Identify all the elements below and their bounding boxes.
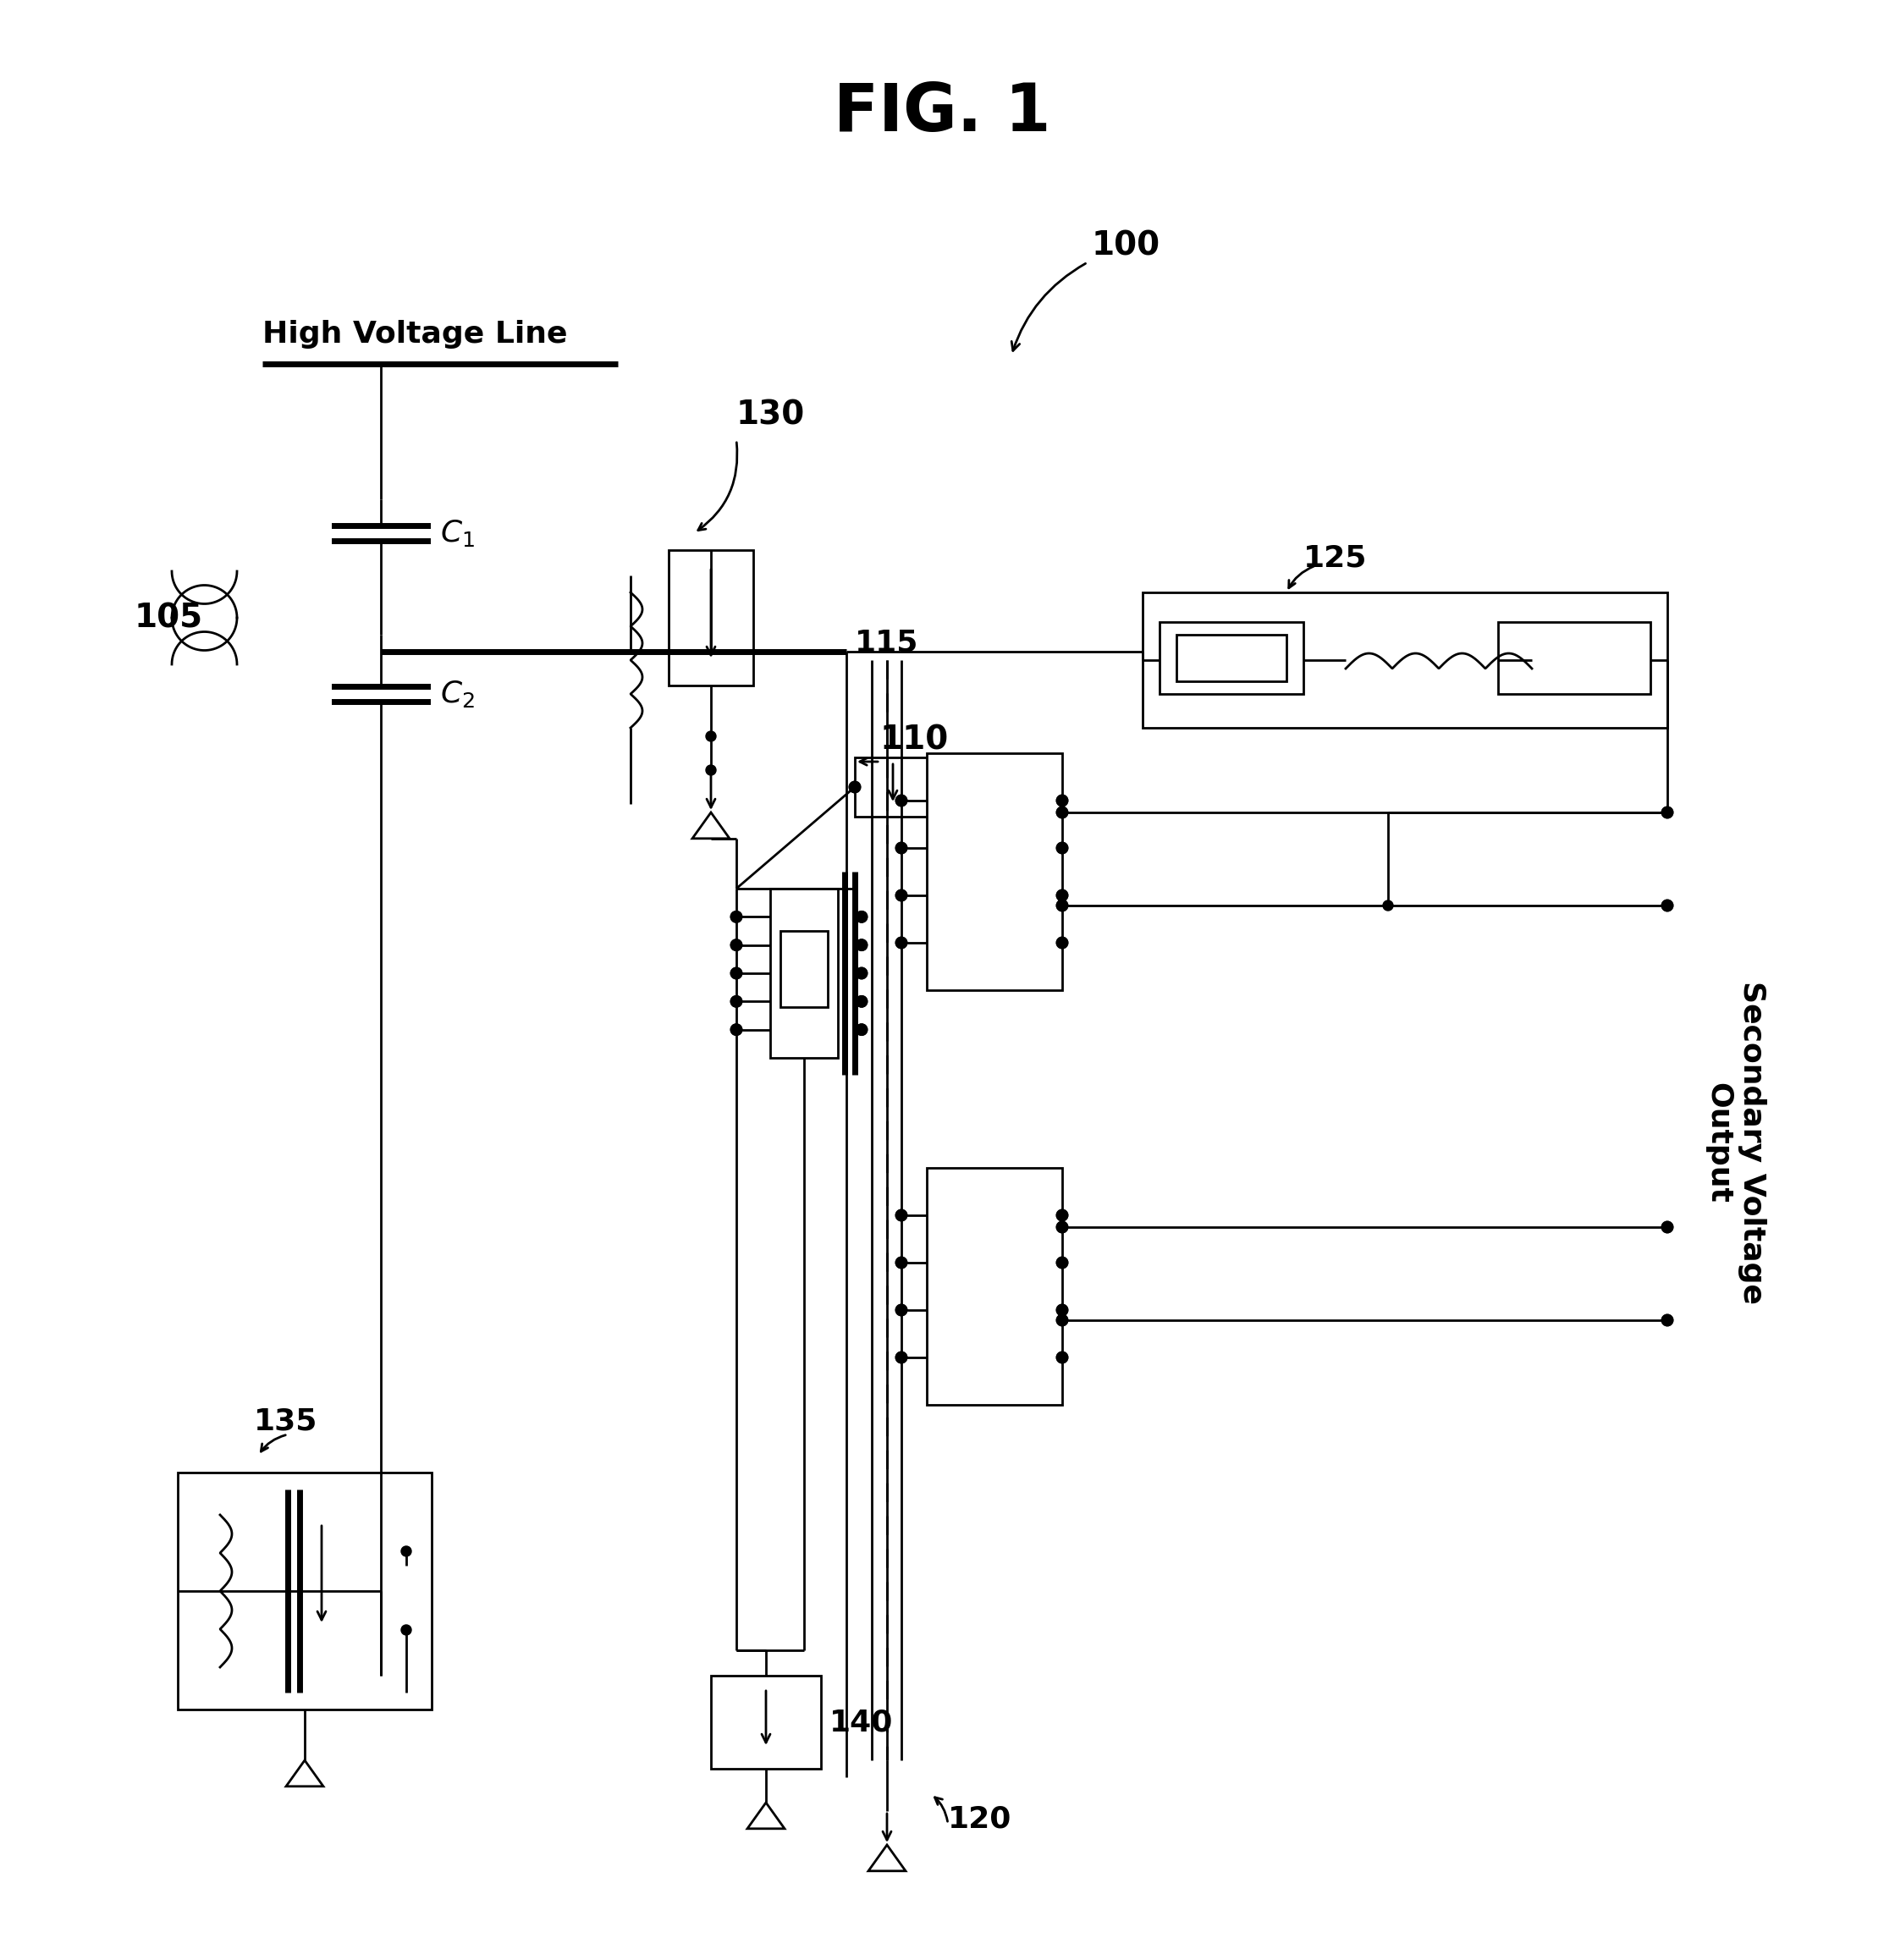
Circle shape — [1057, 808, 1066, 817]
Text: 120: 120 — [948, 1805, 1012, 1835]
Circle shape — [401, 1625, 411, 1635]
Circle shape — [897, 1352, 906, 1362]
Circle shape — [1662, 808, 1673, 817]
Circle shape — [1662, 900, 1673, 911]
Circle shape — [857, 941, 867, 951]
Text: FIG. 1: FIG. 1 — [833, 80, 1051, 145]
Bar — [1159, 621, 1304, 694]
Circle shape — [1057, 796, 1066, 806]
Bar — [669, 551, 754, 686]
Circle shape — [1662, 808, 1673, 817]
Circle shape — [1057, 900, 1066, 911]
Bar — [1142, 592, 1667, 727]
Circle shape — [857, 911, 867, 921]
Text: 130: 130 — [737, 398, 804, 431]
Text: 140: 140 — [829, 1707, 893, 1737]
Text: $C_1$: $C_1$ — [441, 517, 475, 549]
Circle shape — [897, 796, 906, 806]
Bar — [710, 1676, 821, 1768]
Text: $C_2$: $C_2$ — [441, 678, 475, 710]
Circle shape — [850, 782, 859, 792]
Circle shape — [731, 1025, 742, 1035]
Circle shape — [1057, 1258, 1066, 1268]
Circle shape — [1057, 890, 1066, 900]
Text: 135: 135 — [254, 1407, 318, 1437]
Circle shape — [1057, 1209, 1066, 1221]
Circle shape — [1662, 1221, 1673, 1233]
Bar — [1176, 635, 1287, 682]
Circle shape — [1057, 843, 1066, 853]
Circle shape — [857, 1025, 867, 1035]
Circle shape — [1057, 937, 1066, 949]
Circle shape — [1057, 1221, 1066, 1233]
Circle shape — [857, 996, 867, 1007]
Circle shape — [897, 1258, 906, 1268]
Circle shape — [1383, 900, 1392, 911]
Circle shape — [1057, 1352, 1066, 1362]
Circle shape — [706, 764, 716, 776]
Bar — [927, 753, 1063, 990]
Text: 115: 115 — [855, 629, 919, 657]
Text: 105: 105 — [134, 602, 203, 633]
Circle shape — [1057, 1315, 1066, 1325]
Circle shape — [897, 937, 906, 949]
Bar — [771, 888, 838, 1058]
Text: High Voltage Line: High Voltage Line — [262, 319, 567, 349]
Circle shape — [857, 968, 867, 978]
Circle shape — [731, 968, 742, 978]
Text: 110: 110 — [880, 725, 950, 757]
Bar — [177, 1472, 431, 1709]
Circle shape — [401, 1546, 411, 1556]
Circle shape — [706, 731, 716, 741]
Circle shape — [731, 911, 742, 921]
Circle shape — [1057, 1305, 1066, 1315]
Bar — [927, 1168, 1063, 1405]
Circle shape — [1662, 1315, 1673, 1325]
Circle shape — [731, 996, 742, 1007]
Circle shape — [897, 843, 906, 853]
Text: 125: 125 — [1304, 545, 1368, 572]
Circle shape — [897, 1305, 906, 1315]
Text: Secondary Voltage
Output: Secondary Voltage Output — [1703, 980, 1765, 1303]
Bar — [1498, 621, 1650, 694]
Bar — [780, 931, 827, 1007]
Circle shape — [897, 890, 906, 900]
Circle shape — [897, 1209, 906, 1221]
Bar — [855, 757, 931, 817]
Circle shape — [731, 941, 742, 951]
Text: 100: 100 — [1093, 229, 1161, 261]
